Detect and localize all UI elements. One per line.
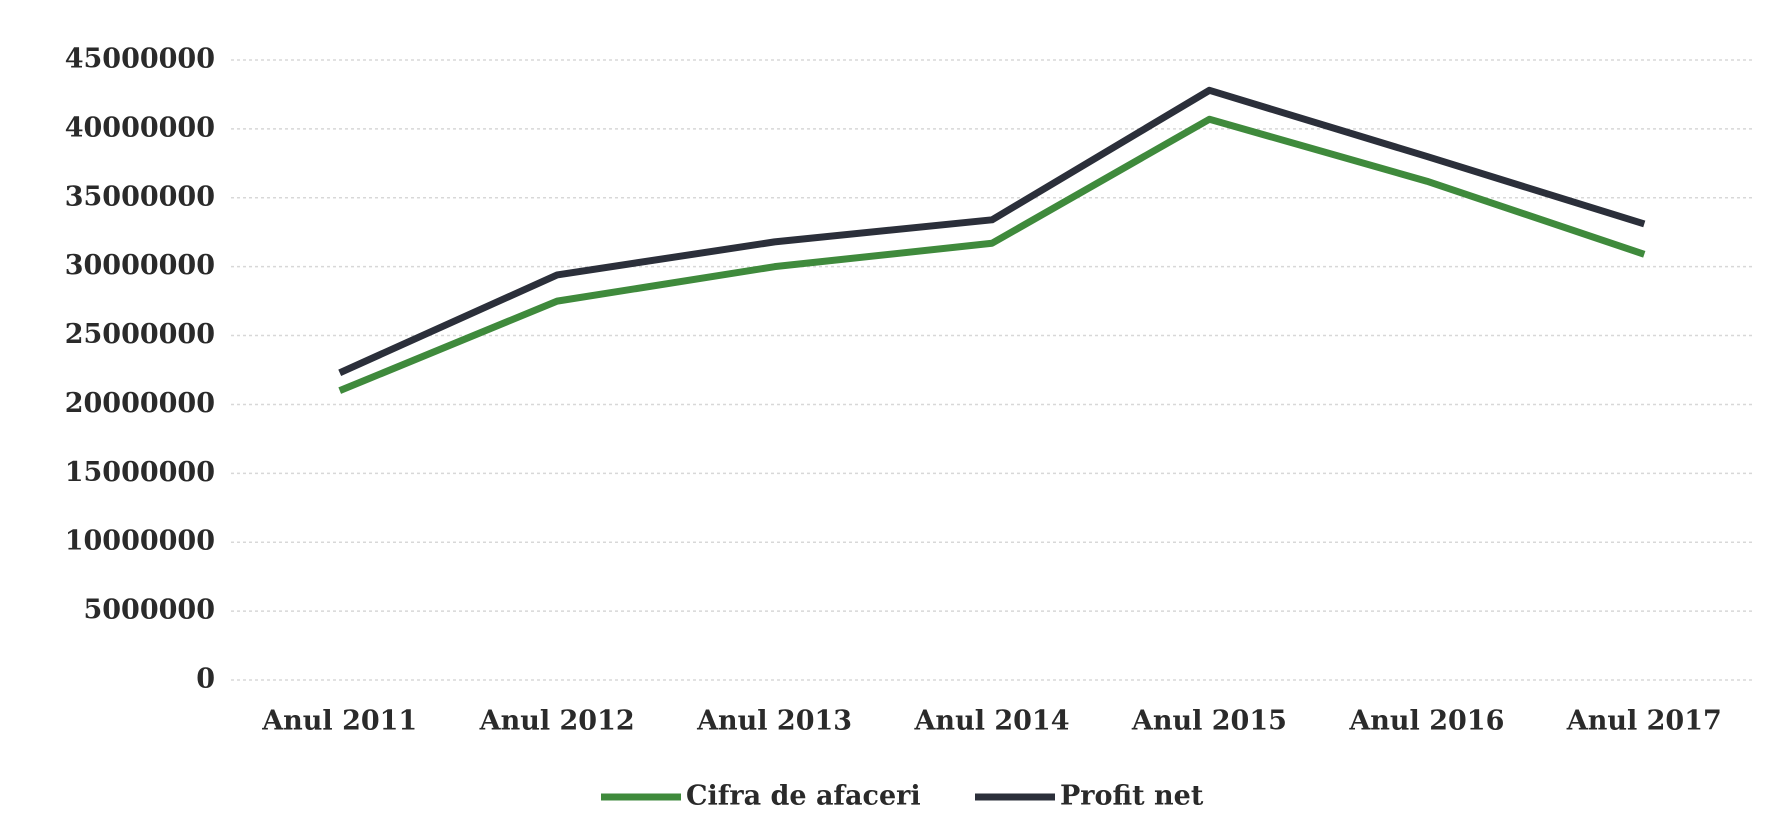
y-tick-label: 30000000 — [65, 250, 215, 281]
x-tick-label: Anul 2015 — [1131, 706, 1287, 737]
x-tick-label: Anul 2014 — [913, 706, 1069, 737]
y-tick-label: 0 — [196, 664, 215, 695]
line-series — [338, 115, 1646, 394]
x-tick-label: Anul 2017 — [1566, 706, 1722, 737]
x-tick-label: Anul 2016 — [1348, 706, 1504, 737]
y-tick-label: 5000000 — [83, 595, 215, 626]
y-tick-label: 25000000 — [65, 319, 215, 350]
x-tick-label: Anul 2012 — [479, 706, 635, 737]
legend-label: Profit net — [1060, 781, 1204, 812]
x-tick-label: Anul 2013 — [696, 706, 852, 737]
y-tick-label: 40000000 — [65, 112, 215, 143]
x-tick-label: Anul 2011 — [261, 706, 417, 737]
y-tick-label: 10000000 — [65, 526, 215, 557]
legend-label: Cifra de afaceri — [686, 781, 921, 812]
y-tick-label: 35000000 — [65, 181, 215, 212]
y-tick-label: 45000000 — [65, 44, 215, 75]
y-tick-label: 20000000 — [65, 388, 215, 419]
y-tick-label: 15000000 — [65, 457, 215, 488]
line-series — [338, 86, 1646, 376]
